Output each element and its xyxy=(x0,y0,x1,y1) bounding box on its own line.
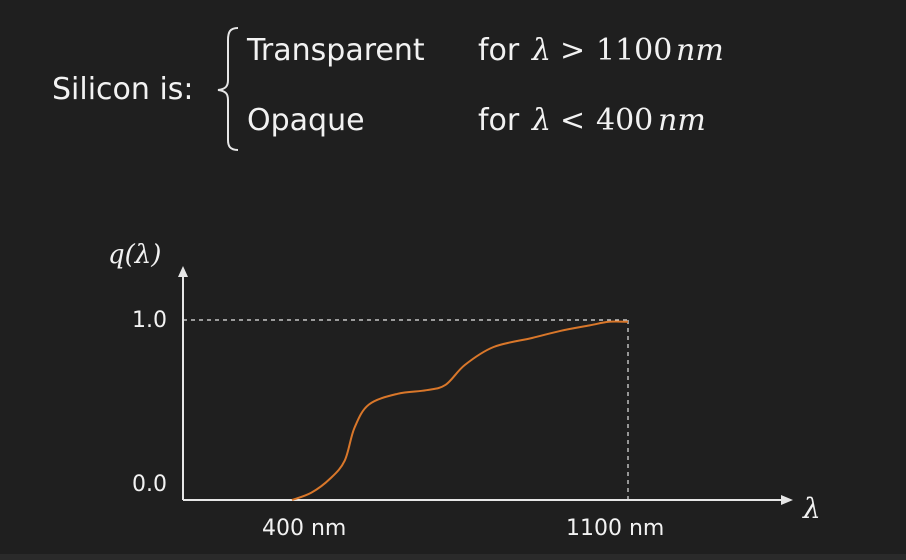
case-opaque-relation: < xyxy=(560,103,586,138)
bottom-progress-strip xyxy=(0,554,906,560)
x-tick-label-1100: 1100 nm xyxy=(566,516,665,541)
y-tick-label-0: 0.0 xyxy=(132,472,167,497)
case-transparent-unit: nm xyxy=(676,33,724,68)
case-transparent-label: Transparent xyxy=(247,33,425,68)
silicon-is-label: Silicon is: xyxy=(52,72,194,107)
x-tick-label-400: 400 nm xyxy=(262,516,347,541)
case-opaque-for: for xyxy=(478,103,520,138)
x-axis-arrowhead xyxy=(781,495,793,505)
case-opaque-value: 400 xyxy=(596,103,654,138)
case-transparent-value: 1100 xyxy=(596,33,673,68)
case-transparent-lambda: λ xyxy=(532,33,552,68)
case-opaque-lambda: λ xyxy=(532,103,552,138)
case-transparent-relation: > xyxy=(560,33,586,68)
case-transparent-for: for xyxy=(478,33,520,68)
case-opaque-unit: nm xyxy=(658,103,706,138)
y-axis-arrowhead xyxy=(178,266,188,277)
x-axis-label: λ xyxy=(803,492,821,525)
y-tick-label-1: 1.0 xyxy=(132,308,167,333)
y-axis-label: q(λ) xyxy=(108,240,162,270)
quantum-efficiency-curve xyxy=(291,320,629,501)
case-opaque-label: Opaque xyxy=(247,103,365,138)
